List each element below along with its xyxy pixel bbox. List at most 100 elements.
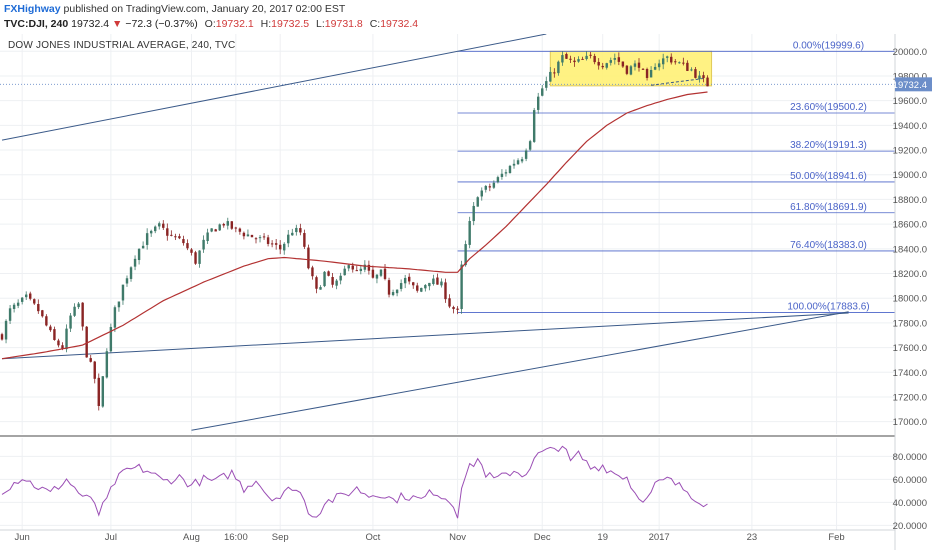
close-value: 19732.4: [380, 18, 419, 30]
candle-body: [617, 57, 621, 62]
candle-body: [428, 282, 431, 287]
candle-body: [391, 292, 395, 296]
grid-lines: [0, 34, 895, 530]
candle-body: [323, 271, 326, 287]
candle-body: [573, 60, 576, 63]
candle-body: [331, 277, 334, 285]
candle-body: [53, 329, 56, 340]
candle-body: [395, 289, 399, 294]
trendlines[interactable]: [1, 34, 849, 431]
candle-body: [476, 197, 479, 207]
time-tick-label: 2017: [649, 532, 670, 543]
candle-body: [137, 248, 141, 261]
candle-body: [621, 61, 625, 67]
candle-body: [585, 55, 588, 60]
time-tick-label: Sep: [272, 532, 289, 543]
candle-body: [387, 280, 391, 295]
oscillator-pane: [0, 435, 895, 519]
candle-body: [339, 275, 342, 281]
candle-body: [291, 232, 294, 236]
time-tick-label: Dec: [534, 532, 551, 543]
time-tick-label: Nov: [449, 532, 466, 543]
candle-body: [190, 249, 193, 253]
candle-body: [145, 233, 149, 245]
candle-body: [33, 299, 36, 304]
oscillator-tick-label: 80.0000: [893, 452, 927, 463]
price-tick-label: 18000.0: [893, 294, 927, 305]
candle-body: [182, 239, 185, 244]
candle-body: [343, 268, 346, 276]
candle-body: [379, 269, 383, 276]
last-price-badge: [895, 77, 932, 92]
candle-body: [577, 59, 580, 62]
candle-body: [641, 68, 645, 70]
candle-body: [319, 287, 322, 290]
candle-body: [686, 62, 689, 71]
candle-body: [468, 220, 471, 245]
author-link[interactable]: FXHighway: [4, 3, 61, 15]
candle-body: [37, 304, 40, 312]
candle-body: [403, 277, 407, 284]
candle-body: [194, 252, 197, 264]
price-tick-label: 17800.0: [893, 318, 927, 329]
time-tick-label: Oct: [366, 532, 381, 543]
candle-body: [601, 65, 604, 68]
candle-body: [206, 232, 209, 242]
candle-body: [613, 58, 617, 60]
candle-body: [303, 233, 306, 247]
candle-body: [706, 77, 709, 87]
candle-body: [65, 328, 68, 350]
candle-body: [307, 247, 310, 269]
price-tick-label: 20000.0: [893, 47, 927, 58]
candle-body: [581, 58, 584, 60]
candle-body: [541, 88, 544, 96]
price-change: −72.3 (−0.37%): [125, 18, 198, 30]
candle-body: [270, 243, 274, 245]
candle-body: [141, 245, 145, 249]
candle-body: [553, 72, 556, 74]
candle-body: [133, 258, 137, 267]
candle-body: [0, 334, 4, 340]
candle-body: [16, 302, 20, 306]
candle-body: [472, 205, 475, 222]
fib-level-label: 23.60%(19500.2): [790, 102, 867, 113]
candle-body: [69, 315, 72, 329]
price-tick-label: 18600.0: [893, 220, 927, 231]
candle-body: [565, 53, 568, 59]
candle-body: [113, 307, 117, 328]
time-tick-label: 23: [747, 532, 758, 543]
candle-body: [238, 228, 242, 232]
candle-body: [633, 63, 637, 67]
candle-body: [12, 304, 16, 309]
candle-body: [690, 69, 693, 71]
candle-body: [8, 308, 12, 321]
candle-body: [597, 61, 600, 66]
candle-body: [670, 56, 673, 63]
candle-body: [593, 55, 596, 63]
fibonacci-retracement[interactable]: 0.00%(19999.6) 23.60%(19500.2) 38.20%(1919…: [0, 40, 895, 313]
price-chart[interactable]: 0.00%(19999.6) 23.60%(19500.2) 38.20%(1919…: [0, 34, 932, 550]
candle-body: [335, 280, 338, 286]
candle-body: [589, 54, 592, 56]
candle-body: [210, 228, 213, 232]
trendline: [191, 311, 849, 431]
candle-body: [569, 58, 572, 60]
candle-body: [101, 376, 105, 407]
high-label: H:: [260, 18, 272, 30]
candle-body: [516, 160, 520, 165]
candle-body: [512, 163, 516, 166]
candle-body: [250, 234, 254, 238]
candle-body: [117, 301, 121, 308]
candle-body: [154, 226, 157, 232]
time-tick-label: Jun: [15, 532, 30, 543]
oscillator-tick-label: 40.0000: [893, 498, 927, 509]
candle-body: [246, 234, 250, 237]
symbol-name[interactable]: TVC:DJI, 240: [4, 18, 69, 30]
candle-body: [666, 56, 669, 58]
candle-body: [214, 229, 217, 232]
candle-body: [149, 230, 153, 234]
candle-body: [178, 236, 181, 239]
candle-body: [432, 278, 435, 285]
candle-body: [524, 150, 528, 159]
candle-body: [448, 298, 451, 307]
